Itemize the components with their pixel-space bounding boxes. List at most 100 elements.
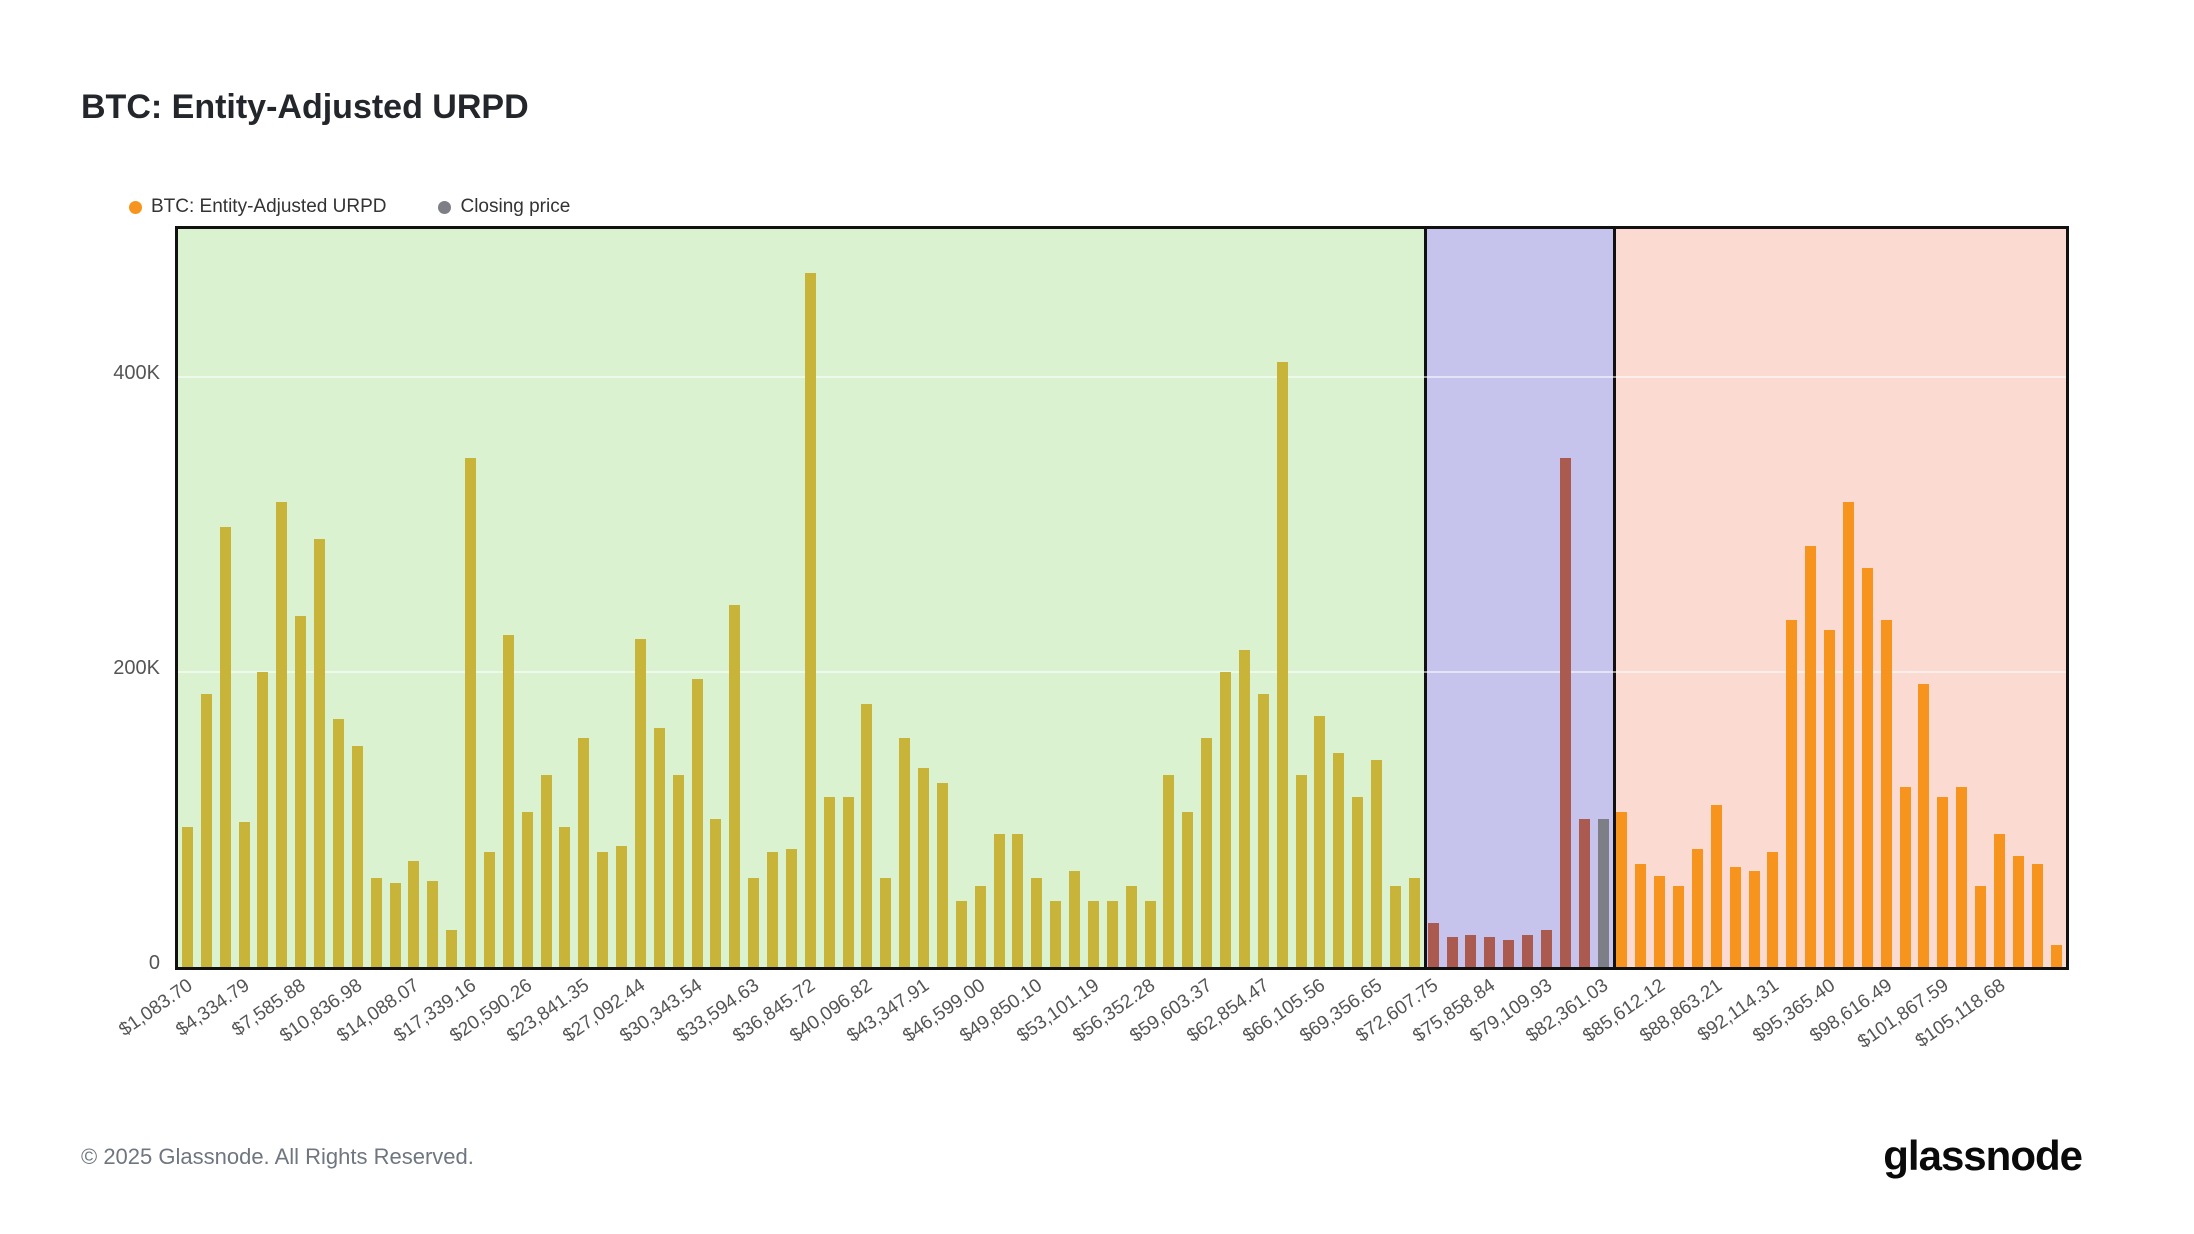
bar-slot bbox=[858, 229, 877, 967]
bar-below-price-profit bbox=[1333, 752, 1345, 967]
bar-slot bbox=[1933, 229, 1952, 967]
legend: BTC: Entity-Adjusted URPD Closing price bbox=[129, 196, 570, 218]
bar-below-price-profit bbox=[465, 457, 477, 967]
bar-slot bbox=[1046, 229, 1065, 967]
bar-slot bbox=[367, 229, 386, 967]
bar-slot bbox=[593, 229, 612, 967]
bar-slot bbox=[1537, 229, 1556, 967]
bar-below-price-profit bbox=[653, 727, 665, 967]
bar-slot bbox=[895, 229, 914, 967]
bar-slot bbox=[1896, 229, 1915, 967]
bar-below-price-profit bbox=[332, 719, 344, 967]
bar-slot bbox=[178, 229, 197, 967]
legend-item-closing-price[interactable]: Closing price bbox=[438, 196, 570, 218]
bar-below-price-profit bbox=[1106, 900, 1118, 967]
bar-above-price-loss bbox=[1937, 797, 1949, 967]
chart-title: BTC: Entity-Adjusted URPD bbox=[81, 88, 529, 126]
bar-slot bbox=[952, 229, 971, 967]
bar-slot bbox=[782, 229, 801, 967]
bar-below-price-profit bbox=[1031, 878, 1043, 967]
bar-below-price-profit bbox=[710, 819, 722, 967]
bar-above-price-loss bbox=[1691, 848, 1703, 967]
bar-below-price-profit bbox=[521, 812, 533, 967]
bar-slot bbox=[763, 229, 782, 967]
bar-slot bbox=[1764, 229, 1783, 967]
bar-slot bbox=[1065, 229, 1084, 967]
bar-slot bbox=[348, 229, 367, 967]
bar-below-price-profit bbox=[861, 704, 873, 967]
bar-around-price bbox=[1522, 934, 1534, 967]
bar-below-price-profit bbox=[446, 930, 458, 967]
bar-slot bbox=[1178, 229, 1197, 967]
bar-slot bbox=[1443, 229, 1462, 967]
bar-below-price-profit bbox=[804, 273, 816, 967]
bar-slot bbox=[1197, 229, 1216, 967]
bar-slot bbox=[1480, 229, 1499, 967]
bar-slot bbox=[423, 229, 442, 967]
bar-around-price bbox=[1578, 819, 1590, 967]
bar-slot bbox=[876, 229, 895, 967]
bar-slot bbox=[1688, 229, 1707, 967]
bar-above-price-loss bbox=[1842, 502, 1854, 967]
bar-above-price-loss bbox=[1767, 851, 1779, 967]
bar-above-price-loss bbox=[1880, 620, 1892, 967]
bar-slot bbox=[1707, 229, 1726, 967]
bar-slot bbox=[1631, 229, 1650, 967]
plot-bars bbox=[178, 229, 2066, 967]
bar-slot bbox=[537, 229, 556, 967]
bar-slot bbox=[235, 229, 254, 967]
bar-slot bbox=[1292, 229, 1311, 967]
legend-item-urpd[interactable]: BTC: Entity-Adjusted URPD bbox=[129, 196, 386, 218]
bar-slot bbox=[1216, 229, 1235, 967]
bar-slot bbox=[1839, 229, 1858, 967]
bar-slot bbox=[1141, 229, 1160, 967]
bar-slot bbox=[1820, 229, 1839, 967]
bar-slot bbox=[480, 229, 499, 967]
legend-label-closing-price: Closing price bbox=[460, 196, 571, 217]
bar-slot bbox=[1160, 229, 1179, 967]
bar-below-price-profit bbox=[1125, 885, 1137, 967]
region-below-price-profit bbox=[178, 229, 1425, 967]
bar-slot bbox=[1952, 229, 1971, 967]
bar-around-price bbox=[1465, 934, 1477, 967]
plot-regions bbox=[178, 229, 2066, 967]
bar-below-price-profit bbox=[1257, 693, 1269, 967]
bar-slot bbox=[310, 229, 329, 967]
bar-slot bbox=[1990, 229, 2009, 967]
bar-below-price-profit bbox=[389, 882, 401, 967]
bar-slot bbox=[1801, 229, 1820, 967]
bar-slot bbox=[1424, 229, 1443, 967]
bar-above-price-loss bbox=[1635, 863, 1647, 967]
bar-around-price bbox=[1503, 940, 1515, 967]
bar-below-price-profit bbox=[483, 851, 495, 967]
bar-slot bbox=[914, 229, 933, 967]
bar-below-price-profit bbox=[1352, 797, 1364, 967]
gridline bbox=[178, 375, 2066, 378]
y-tick-label: 0 bbox=[148, 952, 160, 974]
bar-below-price-profit bbox=[1012, 834, 1024, 967]
bar-below-price-profit bbox=[785, 848, 797, 967]
bar-around-price bbox=[1559, 457, 1571, 967]
bar-above-price-loss bbox=[1824, 630, 1836, 967]
bar-below-price-profit bbox=[880, 878, 892, 967]
bar-below-price-profit bbox=[1408, 878, 1420, 967]
bar-slot bbox=[1556, 229, 1575, 967]
bar-slot bbox=[1613, 229, 1632, 967]
bar-slot bbox=[197, 229, 216, 967]
y-tick-label: 200K bbox=[113, 656, 160, 679]
bar-around-price bbox=[1446, 937, 1458, 967]
bar-below-price-profit bbox=[219, 527, 231, 967]
bar-above-price-loss bbox=[1899, 786, 1911, 967]
bar-slot bbox=[1235, 229, 1254, 967]
bar-below-price-profit bbox=[1087, 900, 1099, 967]
bar-above-price-loss bbox=[1729, 866, 1741, 967]
bar-below-price-profit bbox=[1182, 812, 1194, 967]
bar-slot bbox=[1348, 229, 1367, 967]
bar-slot bbox=[461, 229, 480, 967]
bar-slot bbox=[971, 229, 990, 967]
bar-slot bbox=[1103, 229, 1122, 967]
bar-below-price-profit bbox=[842, 797, 854, 967]
bar-slot bbox=[820, 229, 839, 967]
bar-slot bbox=[725, 229, 744, 967]
